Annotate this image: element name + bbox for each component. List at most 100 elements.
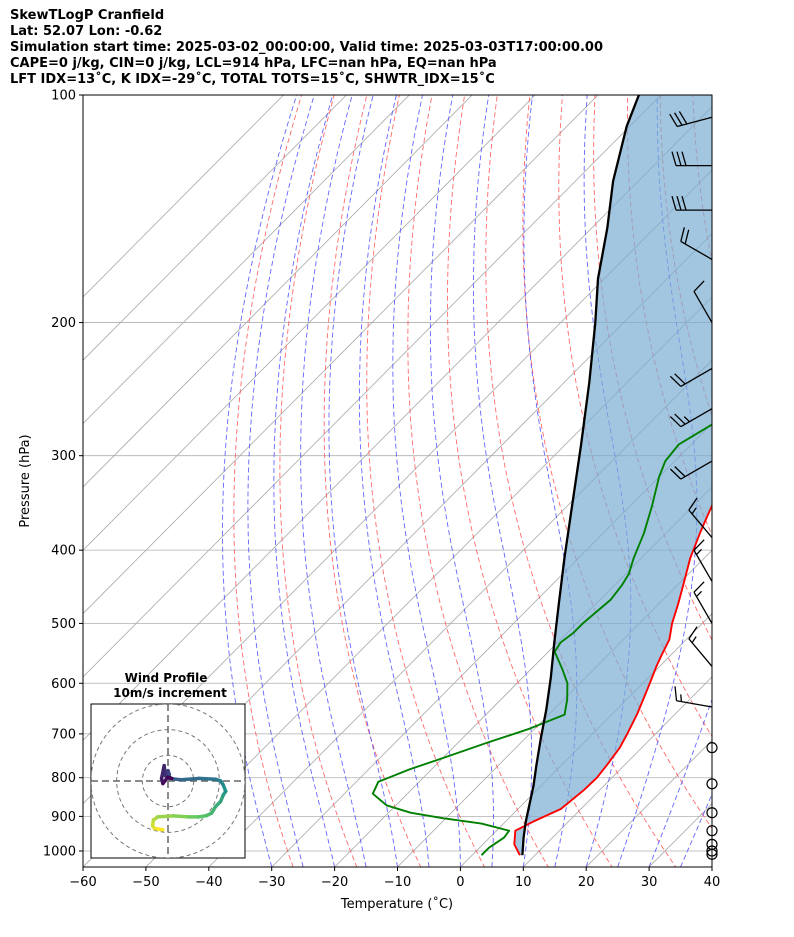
y-axis-label: Pressure (hPa) [18,434,33,527]
x-tick-label: 30 [641,875,658,890]
wind-barb [693,280,713,323]
wind-barb [693,539,713,582]
isotherm-line [83,95,410,425]
time-line: Simulation start time: 2025-03-02_00:00:… [10,40,603,55]
x-tick-label: 10 [515,875,532,890]
dry-adiabat [791,95,794,882]
moist-adiabat [680,793,712,867]
isotherm-line [522,676,712,867]
x-tick-label: −10 [384,875,411,890]
calm-wind-circle [706,838,718,850]
moist-adiabat [358,95,430,867]
x-tick-label: 0 [456,875,464,890]
isotherm-line [334,486,712,867]
moist-adiabat [711,865,712,867]
isotherm-line [83,95,662,678]
moist-adiabat [273,95,336,867]
calm-wind-circle [706,807,718,819]
calm-wind-circle [706,845,718,857]
x-tick-label: −40 [195,875,222,890]
y-tick-label: 500 [51,617,76,632]
moist-adiabat [429,95,494,867]
moist-adiabat [523,95,578,867]
isotherm-line [83,95,599,615]
hodograph-segment [179,776,201,782]
x-tick-label: 40 [704,875,721,890]
wind-barb [669,111,713,128]
wind-barb [688,626,713,667]
isotherm-line [83,95,536,551]
wind-barb [669,460,713,480]
x-tick-label: −30 [258,875,285,890]
inset-subtitle: 10m/s increment [113,686,227,700]
wind-barb [674,686,713,708]
x-tick-label: 20 [578,875,595,890]
wind-barb [669,408,713,428]
moist-adiabat [222,95,298,867]
location-line: Lat: 52.07 Lon: -0.62 [10,24,163,39]
y-tick-label: 900 [51,810,76,825]
cin-shading [514,95,712,856]
isotherm-line [83,95,473,488]
moist-adiabat [247,95,315,867]
dry-adiabat [233,95,303,867]
y-tick-label: 700 [51,727,76,742]
isotherm-line [83,95,347,361]
hodograph-segment [159,763,166,781]
wind-barb [671,151,712,167]
y-tick-label: 1000 [43,844,76,859]
y-tick-label: 800 [51,771,76,786]
hodograph-segment [171,814,191,819]
dewpoint-line [371,423,712,856]
wind-barb [671,195,712,211]
moist-adiabat [328,95,398,867]
dry-adiabat [725,95,794,882]
isotherm-line [145,296,712,867]
moist-adiabat [617,95,698,867]
y-tick-label: 300 [51,449,76,464]
wind-barb [688,497,713,539]
y-tick-label: 400 [51,544,76,559]
wind-barb [669,367,713,388]
dry-adiabat [407,95,549,867]
y-tick-label: 100 [51,89,76,104]
dry-adiabat [279,95,358,867]
temperature-line [513,503,712,856]
dry-adiabat [323,95,422,867]
indices-line: LFT IDX=13˚C, K IDX=-29˚C, TOTAL TOTS=15… [10,72,495,87]
moist-adiabat [300,95,367,867]
x-tick-label: −60 [69,875,96,890]
dry-adiabat [485,95,677,867]
dry-adiabat [447,95,613,867]
chart-title: SkewTLogP Cranfield [10,8,165,23]
y-tick-label: 600 [51,677,76,692]
isotherm-line [396,549,712,867]
hodograph-segment [155,814,175,819]
y-tick-label: 200 [51,316,76,331]
isotherm-line [83,95,285,298]
isotherm-line [585,739,712,867]
stability-line: CAPE=0 j/kg, CIN=0 j/kg, LCL=914 hPa, LF… [10,56,497,71]
calm-wind-circle [706,778,718,790]
inset-title: Wind Profile [125,671,208,685]
calm-wind-circle [706,825,718,837]
wind-barb [680,227,713,260]
moist-adiabat [392,95,461,867]
x-axis-label: Temperature (˚C) [340,896,453,912]
wind-barb [693,581,713,624]
isotherm-line [271,423,712,867]
moist-adiabat [472,95,533,867]
dry-adiabat [558,95,712,738]
moist-adiabat [648,698,712,867]
dry-adiabat [366,95,486,867]
x-tick-label: −50 [132,875,159,890]
parcel-line [521,95,640,856]
chart-header: SkewTLogP Cranfield Lat: 52.07 Lon: -0.6… [10,8,603,88]
dry-adiabat [758,95,794,882]
hodograph-segment [197,776,218,781]
isotherm-line [83,106,712,741]
calm-wind-circle [706,742,718,754]
hodograph-segment [166,775,174,781]
x-tick-label: −20 [321,875,348,890]
